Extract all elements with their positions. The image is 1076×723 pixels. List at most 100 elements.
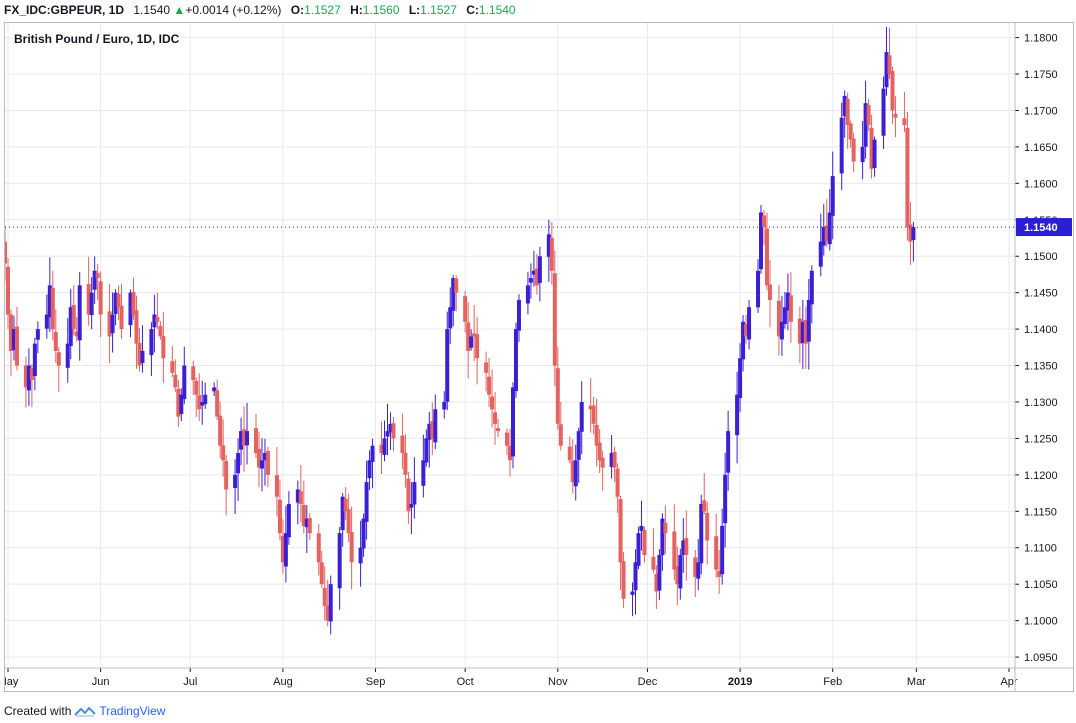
candle-body: [761, 215, 766, 228]
candle-body: [845, 98, 850, 126]
candle-body: [902, 118, 907, 126]
candle-body: [233, 474, 238, 489]
candle-body: [98, 281, 103, 315]
candle-body: [155, 316, 160, 322]
y-tick-label: 1.1200: [1024, 470, 1058, 482]
y-tick-label: 1.1250: [1024, 433, 1058, 445]
candle-body: [567, 446, 572, 461]
candle-body: [224, 460, 229, 490]
candle-body: [848, 123, 853, 140]
candle-body: [702, 500, 707, 512]
candle-body: [890, 71, 895, 111]
y-tick-label: 1.1050: [1024, 579, 1058, 591]
candle-body: [245, 431, 250, 446]
low-label: L:: [408, 3, 421, 17]
candle-body: [200, 401, 205, 406]
candle-body: [893, 113, 898, 118]
candle-body: [50, 287, 55, 330]
candle-body: [493, 412, 498, 424]
candle-body: [576, 431, 581, 460]
candle-body: [866, 104, 871, 126]
candle-body: [367, 460, 372, 479]
candle-body: [236, 453, 241, 474]
open-value: 1.1527: [304, 3, 341, 17]
candle-body: [839, 117, 844, 174]
candle-body: [194, 380, 199, 395]
candle-body: [797, 318, 802, 344]
candlestick-chart[interactable]: 1.0950 1.1000 1.1050 1.1100 1.1150 1.1200 1.12…: [5, 23, 1073, 691]
candle-body: [869, 127, 874, 169]
chart-frame[interactable]: 1.0950 1.1000 1.1050 1.1100 1.1150 1.1200 1.12…: [4, 22, 1074, 692]
candle-body: [140, 350, 145, 363]
candle-body: [295, 489, 300, 503]
candle-body: [23, 365, 28, 388]
candle-body: [149, 329, 154, 356]
candle-body: [657, 555, 662, 591]
x-tick-label: Apr: [1000, 676, 1017, 688]
last-price-label: 1.1540: [1024, 222, 1058, 234]
candle-body: [675, 566, 680, 585]
candle-body: [221, 445, 226, 461]
candle-body: [911, 227, 916, 240]
candle-body: [137, 342, 142, 366]
candle-body: [681, 540, 686, 555]
candle-body: [636, 533, 641, 566]
candle-body: [630, 591, 635, 595]
x-tick-label: Aug: [273, 676, 293, 688]
candle-body: [714, 536, 719, 570]
candle-body: [262, 453, 267, 461]
candle-body: [842, 95, 847, 117]
y-tick-label: 1.1600: [1024, 178, 1058, 190]
x-tick-label: Jun: [92, 676, 110, 688]
candle-body: [424, 438, 429, 463]
candle-body: [549, 237, 554, 271]
candle-body: [663, 522, 668, 534]
candle-body: [463, 296, 468, 322]
high-value: 1.1560: [362, 3, 400, 17]
candle-body: [409, 504, 414, 508]
candle-body: [110, 314, 115, 334]
candle-body: [400, 435, 405, 453]
x-tick-label: 2019: [728, 676, 752, 688]
candle-body: [726, 431, 731, 473]
candle-body: [421, 460, 426, 486]
tradingview-link[interactable]: TradingView: [99, 704, 166, 718]
candle-body: [696, 562, 701, 579]
candle-body: [684, 538, 689, 556]
candle-body: [672, 531, 677, 570]
y-tick-label: 1.1800: [1024, 33, 1058, 45]
x-tick-label: Nov: [548, 676, 568, 688]
candle-body: [170, 361, 175, 373]
candle-body: [433, 409, 438, 443]
candle-body: [74, 331, 79, 337]
candle-body: [824, 225, 829, 242]
candle-body: [723, 474, 728, 524]
candle-body: [475, 334, 480, 359]
candle-body: [89, 292, 94, 316]
candle-body: [445, 329, 450, 402]
candle-body: [720, 525, 725, 575]
candle-body: [391, 423, 396, 439]
x-tick-label: Oct: [457, 676, 474, 688]
candle-body: [119, 305, 124, 330]
candle-body: [173, 374, 178, 388]
candle-body: [298, 491, 303, 505]
candle-body: [179, 394, 184, 415]
candle-body: [642, 530, 647, 556]
candle-body: [660, 518, 665, 556]
last-price-badge: [1016, 218, 1072, 237]
candle-body: [785, 292, 790, 311]
candle-body: [803, 319, 808, 344]
candle-body: [53, 332, 58, 351]
candle-body: [588, 405, 593, 410]
x-tick-label: Dec: [638, 676, 658, 688]
candle-body: [615, 468, 620, 497]
candle-body: [448, 307, 453, 329]
candle-body: [887, 55, 892, 75]
candle-body: [454, 278, 459, 293]
created-with-label: Created with: [4, 704, 72, 718]
candle-body: [800, 321, 805, 344]
candle-body: [788, 295, 793, 322]
x-tick-label: Feb: [823, 676, 842, 688]
candle-body: [505, 432, 510, 446]
